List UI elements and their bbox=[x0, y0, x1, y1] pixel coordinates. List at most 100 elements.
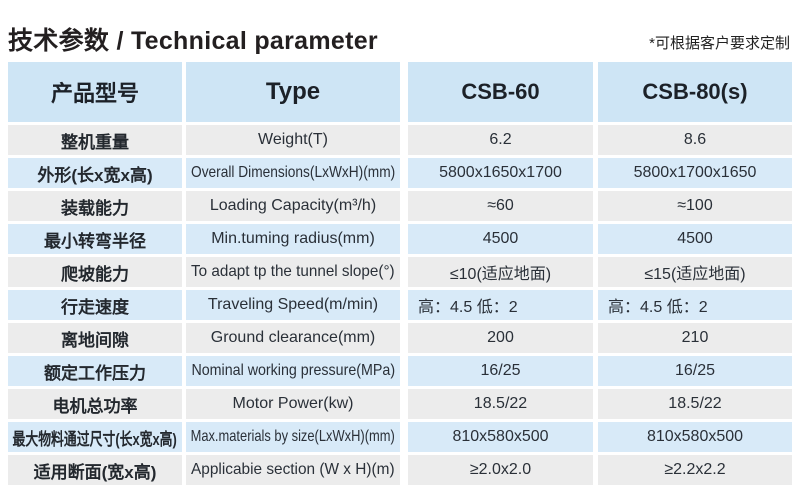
param-en-label: Nominal working pressure(MPa) bbox=[191, 362, 395, 379]
param-en-label: Motor Power(kw) bbox=[232, 395, 354, 412]
cell-csb80: ≈100 bbox=[598, 191, 792, 221]
table-row-ground-clearance: 离地间隙 Ground clearance(mm) 200 210 bbox=[8, 323, 792, 353]
header-type: Type bbox=[186, 62, 400, 122]
cell-en: Loading Capacity(m³/h) bbox=[186, 191, 400, 221]
cell-en: Weight(T) bbox=[186, 125, 400, 155]
table-row-applicable-section: 适用断面(宽x高) Applicabie section (W x H)(m) … bbox=[8, 455, 792, 485]
value-csb60: ≤10(适应地面) bbox=[449, 266, 552, 283]
param-cn-label: 外形(长x宽x高) bbox=[37, 165, 153, 185]
cell-cn: 最大物料通过尺寸(长x宽x高) bbox=[8, 422, 182, 452]
value-csb80: 16/25 bbox=[674, 362, 716, 379]
cell-en: Max.materials by size(LxWxH)(mm) bbox=[186, 422, 400, 452]
cell-csb60: 16/25 bbox=[408, 356, 593, 386]
cell-csb60: 高：4.5 低：2 bbox=[408, 290, 593, 320]
cell-cn: 适用断面(宽x高) bbox=[8, 455, 182, 485]
param-cn-label: 适用断面(宽x高) bbox=[33, 462, 157, 482]
cell-csb80: 18.5/22 bbox=[598, 389, 792, 419]
param-en-label: Min.tuming radius(mm) bbox=[211, 230, 375, 247]
cell-cn: 行走速度 bbox=[8, 290, 182, 320]
param-en-label: Loading Capacity(m³/h) bbox=[209, 197, 377, 214]
value-csb60: 200 bbox=[487, 329, 514, 346]
cell-csb60: 6.2 bbox=[408, 125, 593, 155]
value-csb80: 5800x1700x1650 bbox=[633, 164, 757, 181]
value-csb80: ≈100 bbox=[677, 197, 713, 214]
table-row-weight: 整机重量 Weight(T) 6.2 8.6 bbox=[8, 125, 792, 155]
cell-csb60: 810x580x500 bbox=[408, 422, 593, 452]
cell-cn: 电机总功率 bbox=[8, 389, 182, 419]
value-csb60: 6.2 bbox=[489, 131, 512, 148]
header-csb80: CSB-80(s) bbox=[598, 62, 792, 122]
value-csb60: 810x580x500 bbox=[452, 428, 549, 445]
value-csb80: 4500 bbox=[677, 230, 713, 247]
value-csb80: ≥2.2x2.2 bbox=[664, 461, 726, 478]
table-row-working-pressure: 额定工作压力 Nominal working pressure(MPa) 16/… bbox=[8, 356, 792, 386]
cell-csb60: 18.5/22 bbox=[408, 389, 593, 419]
cell-csb60: ≤10(适应地面) bbox=[408, 257, 593, 287]
table-header-row: 产品型号 Type CSB-60 CSB-80(s) bbox=[8, 62, 792, 122]
header-product-model-label: 产品型号 bbox=[50, 81, 139, 106]
table-row-motor-power: 电机总功率 Motor Power(kw) 18.5/22 18.5/22 bbox=[8, 389, 792, 419]
param-en-label: Applicabie section (W x H)(m) bbox=[191, 461, 395, 478]
param-en-label: Traveling Speed(m/min) bbox=[207, 296, 379, 313]
cell-en: Nominal working pressure(MPa) bbox=[186, 356, 400, 386]
cell-csb80: 16/25 bbox=[598, 356, 792, 386]
param-cn-label: 离地间隙 bbox=[61, 330, 129, 350]
cell-csb60: ≈60 bbox=[408, 191, 593, 221]
table-row-loading-capacity: 装载能力 Loading Capacity(m³/h) ≈60 ≈100 bbox=[8, 191, 792, 221]
cell-en: Ground clearance(mm) bbox=[186, 323, 400, 353]
cell-csb80: 810x580x500 bbox=[598, 422, 792, 452]
header-csb80-label: CSB-80(s) bbox=[642, 79, 748, 104]
cell-cn: 额定工作压力 bbox=[8, 356, 182, 386]
cell-en: To adapt tp the tunnel slope(°) bbox=[186, 257, 400, 287]
value-csb60: 高：4.5 低：2 bbox=[418, 299, 518, 316]
value-csb80: 高：4.5 低：2 bbox=[608, 299, 708, 316]
cell-csb80: ≤15(适应地面) bbox=[598, 257, 792, 287]
table-row-turning-radius: 最小转弯半径 Min.tuming radius(mm) 4500 4500 bbox=[8, 224, 792, 254]
value-csb60: 18.5/22 bbox=[473, 395, 528, 412]
value-csb60: 5800x1650x1700 bbox=[439, 164, 562, 181]
table-row-slope: 爬坡能力 To adapt tp the tunnel slope(°) ≤10… bbox=[8, 257, 792, 287]
cell-en: Motor Power(kw) bbox=[186, 389, 400, 419]
param-en-label: To adapt tp the tunnel slope(°) bbox=[191, 263, 395, 280]
cell-en: Traveling Speed(m/min) bbox=[186, 290, 400, 320]
cell-csb80: 高：4.5 低：2 bbox=[598, 290, 792, 320]
param-cn-label: 行走速度 bbox=[61, 297, 129, 317]
value-csb80: 8.6 bbox=[683, 131, 707, 148]
header-product-model: 产品型号 bbox=[8, 62, 182, 122]
value-csb60: ≥2.0x2.0 bbox=[469, 461, 532, 478]
cell-cn: 整机重量 bbox=[8, 125, 182, 155]
value-csb60: 16/25 bbox=[480, 362, 521, 379]
page-header: 技术参数 / Technical parameter *可根据客户要求定制 bbox=[0, 0, 800, 58]
table-row-max-material-size: 最大物料通过尺寸(长x宽x高) Max.materials by size(Lx… bbox=[8, 422, 792, 452]
param-cn-label: 最大物料通过尺寸(长x宽x高) bbox=[12, 429, 178, 449]
header-csb60: CSB-60 bbox=[408, 62, 593, 122]
cell-cn: 离地间隙 bbox=[8, 323, 182, 353]
cell-csb80: 5800x1700x1650 bbox=[598, 158, 792, 188]
value-csb80: 810x580x500 bbox=[646, 428, 744, 445]
header-csb60-label: CSB-60 bbox=[461, 79, 540, 104]
param-cn-label: 额定工作压力 bbox=[44, 363, 146, 383]
cell-csb60: 5800x1650x1700 bbox=[408, 158, 593, 188]
cell-en: Overall Dimensions(LxWxH)(mm) bbox=[186, 158, 400, 188]
cell-csb60: 200 bbox=[408, 323, 593, 353]
cell-csb80: 8.6 bbox=[598, 125, 792, 155]
customization-note: *可根据客户要求定制 bbox=[649, 35, 790, 52]
param-en-label: Overall Dimensions(LxWxH)(mm) bbox=[190, 164, 396, 181]
value-csb60: ≈60 bbox=[487, 197, 514, 214]
param-cn-label: 最小转弯半径 bbox=[44, 231, 146, 251]
cell-csb80: 4500 bbox=[598, 224, 792, 254]
param-en-label: Weight(T) bbox=[258, 131, 328, 148]
cell-cn: 最小转弯半径 bbox=[8, 224, 182, 254]
page-title: 技术参数 / Technical parameter bbox=[8, 27, 378, 55]
cell-cn: 外形(长x宽x高) bbox=[8, 158, 182, 188]
header-type-label: Type bbox=[265, 78, 321, 105]
table-row-dimensions: 外形(长x宽x高) Overall Dimensions(LxWxH)(mm) … bbox=[8, 158, 792, 188]
cell-csb80: 210 bbox=[598, 323, 792, 353]
param-cn-label: 整机重量 bbox=[61, 132, 129, 152]
table-row-traveling-speed: 行走速度 Traveling Speed(m/min) 高：4.5 低：2 高：… bbox=[8, 290, 792, 320]
param-cn-label: 装载能力 bbox=[61, 198, 129, 218]
value-csb60: 4500 bbox=[482, 230, 519, 247]
param-cn-label: 爬坡能力 bbox=[61, 264, 129, 284]
cell-en: Applicabie section (W x H)(m) bbox=[186, 455, 400, 485]
cell-cn: 爬坡能力 bbox=[8, 257, 182, 287]
